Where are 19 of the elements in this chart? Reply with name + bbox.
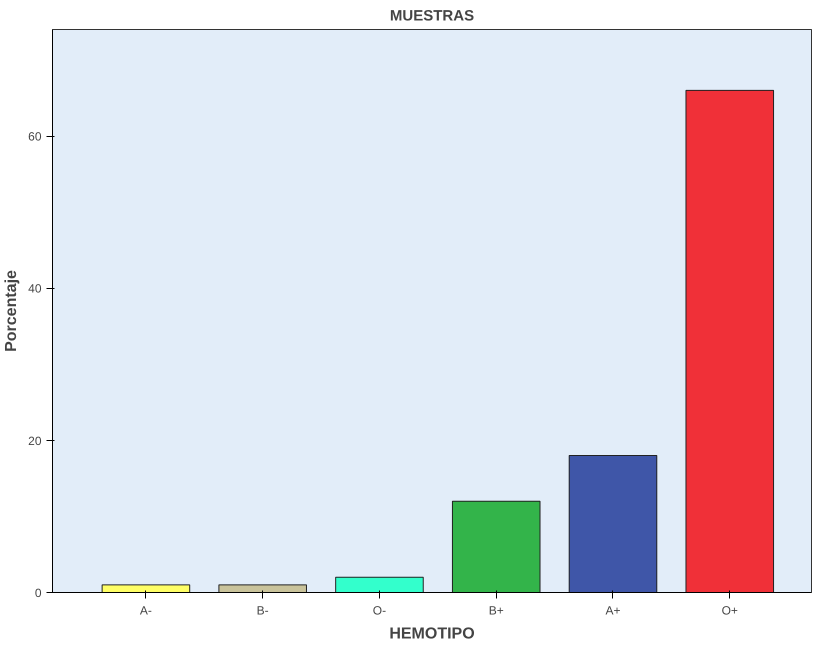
bar: [335, 576, 424, 592]
y-axis-title: Porcentaje: [3, 270, 20, 352]
x-tick-label: A+: [605, 604, 620, 618]
y-tick-label: 20: [28, 434, 42, 448]
x-tick-label: O+: [722, 604, 738, 618]
bar: [568, 455, 658, 592]
y-tick-label: 0: [34, 586, 42, 600]
x-axis-title: HEMOTIPO: [389, 626, 475, 642]
x-tick-label: A-: [140, 604, 152, 618]
chart-title: MUESTRAS: [390, 8, 474, 24]
bar: [452, 500, 541, 592]
bar: [218, 584, 307, 592]
y-tick-label: 40: [28, 282, 42, 296]
bar: [685, 90, 774, 592]
x-tick-label: B+: [488, 604, 504, 618]
x-tick-label: B-: [256, 604, 269, 618]
x-tick-label: O-: [372, 604, 386, 618]
y-tick-label: 60: [28, 130, 42, 144]
bar: [102, 584, 190, 592]
